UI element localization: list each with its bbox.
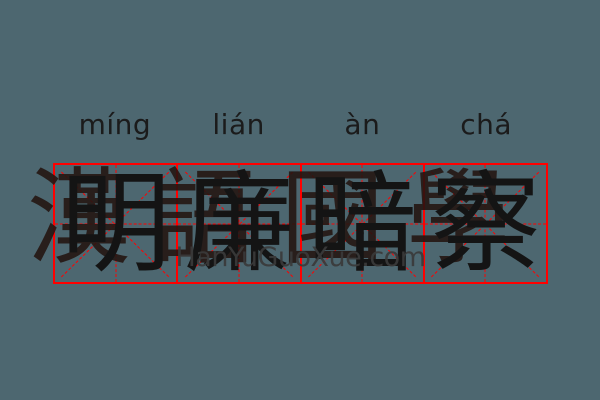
grid-cell-4: 察: [424, 159, 546, 288]
pinyin-row: míng lián àn chá: [53, 103, 548, 147]
pinyin-cell-3: àn: [344, 108, 381, 141]
character-glyph-4: 察: [430, 159, 541, 288]
character-glyph-1: 明: [60, 159, 171, 288]
character-glyph-2: 廉: [183, 159, 294, 288]
character-grid: 明 廉 暗 察: [53, 163, 548, 284]
pinyin-cell-4: chá: [460, 108, 513, 141]
pinyin-cell-2: lián: [212, 108, 265, 141]
grid-cell-1: 明: [55, 159, 179, 288]
character-glyph-3: 暗: [307, 159, 418, 288]
grid-cell-3: 暗: [301, 159, 425, 288]
grid-cell-2: 廉: [178, 159, 302, 288]
pinyin-cell-1: míng: [78, 108, 152, 141]
